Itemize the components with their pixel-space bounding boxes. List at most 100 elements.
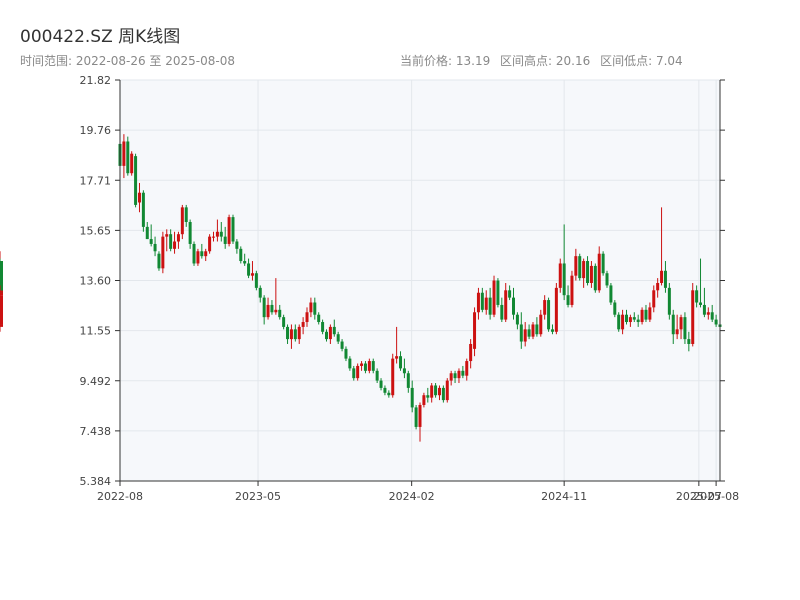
- candle-body: [687, 339, 691, 344]
- candle-body: [550, 329, 554, 332]
- candle-body: [597, 253, 601, 291]
- candle: [476, 287, 480, 320]
- candle-body: [243, 261, 247, 264]
- candle: [176, 231, 180, 249]
- candle-body: [180, 207, 184, 235]
- candle-body: [134, 156, 138, 205]
- candle-body: [410, 387, 414, 408]
- candle-body: [484, 297, 488, 310]
- candle-body: [402, 368, 406, 374]
- candle: [301, 317, 305, 335]
- candle-body: [250, 273, 254, 276]
- candle-body: [422, 395, 426, 405]
- candle-body: [430, 385, 434, 398]
- candle-body: [453, 373, 457, 379]
- candle: [663, 261, 667, 293]
- candle-body: [282, 317, 286, 327]
- candle-body: [512, 297, 516, 315]
- candle: [130, 151, 134, 176]
- candle: [410, 380, 414, 413]
- x-tick-label: 2024-02: [389, 490, 435, 503]
- candle: [508, 285, 512, 301]
- candle-body: [609, 285, 613, 303]
- candle: [566, 285, 570, 308]
- candle: [336, 331, 340, 344]
- candle-body: [578, 256, 582, 279]
- candle-body: [441, 387, 445, 401]
- candle: [488, 287, 492, 320]
- candle-body: [710, 312, 714, 320]
- candle-body: [0, 324, 3, 327]
- candle: [145, 221, 149, 240]
- candle: [262, 295, 266, 325]
- candle: [648, 302, 652, 323]
- candle: [437, 385, 441, 401]
- candle-body: [675, 329, 679, 335]
- candle: [305, 307, 309, 327]
- candle: [671, 309, 675, 344]
- candle: [656, 278, 660, 298]
- candle-body: [200, 251, 204, 257]
- candle: [453, 370, 457, 384]
- candle: [379, 378, 383, 391]
- candle: [449, 370, 453, 386]
- candle: [539, 309, 543, 337]
- candle: [550, 324, 554, 335]
- candle-body: [406, 373, 410, 388]
- y-tick-label: 9.492: [80, 375, 112, 388]
- candle: [157, 251, 161, 271]
- candle: [461, 365, 465, 379]
- candle-body: [449, 373, 453, 381]
- candle-body: [352, 368, 356, 379]
- candle: [0, 278, 3, 298]
- candle-body: [309, 302, 313, 313]
- candle-body: [617, 314, 621, 330]
- candle: [126, 136, 130, 176]
- candle-body: [473, 312, 477, 349]
- candle-body: [0, 261, 3, 283]
- candle: [340, 339, 344, 352]
- current-price: 当前价格: 13.19: [400, 54, 491, 68]
- candle: [687, 331, 691, 352]
- candle: [383, 385, 387, 396]
- y-tick-label: 5.384: [80, 475, 112, 488]
- candle: [621, 309, 625, 335]
- candle: [445, 378, 449, 403]
- candle-body: [258, 287, 262, 298]
- x-tick-label: 2023-05: [235, 490, 281, 503]
- candle: [196, 248, 200, 266]
- candle-body: [667, 287, 671, 315]
- candle-body: [554, 287, 558, 332]
- candle-body: [344, 348, 348, 359]
- candle-body: [457, 370, 461, 379]
- candle-body: [356, 365, 360, 379]
- candle-body: [254, 273, 258, 288]
- candle: [562, 224, 566, 301]
- candle: [632, 312, 636, 323]
- candle: [418, 402, 422, 442]
- candle-body: [192, 243, 196, 264]
- candle-body: [173, 241, 177, 249]
- candle: [636, 314, 640, 327]
- candle-body: [496, 280, 500, 305]
- candle-body: [149, 239, 153, 244]
- candle: [247, 258, 251, 279]
- candle-body: [169, 234, 173, 249]
- candle-body: [558, 263, 562, 288]
- candle-body: [699, 302, 703, 305]
- candle: [519, 312, 523, 349]
- candle: [344, 346, 348, 362]
- y-tick-label: 19.76: [80, 124, 112, 137]
- candle-body: [605, 273, 609, 286]
- candle-body: [383, 387, 387, 393]
- candle-body: [126, 141, 130, 174]
- candle: [254, 270, 258, 291]
- candle: [699, 258, 703, 308]
- candle-body: [593, 265, 597, 291]
- candle: [515, 312, 519, 330]
- candle-body: [153, 243, 157, 252]
- candle: [395, 326, 399, 364]
- candle-body: [340, 341, 344, 349]
- candle-body: [336, 334, 340, 342]
- candle-body: [679, 317, 683, 330]
